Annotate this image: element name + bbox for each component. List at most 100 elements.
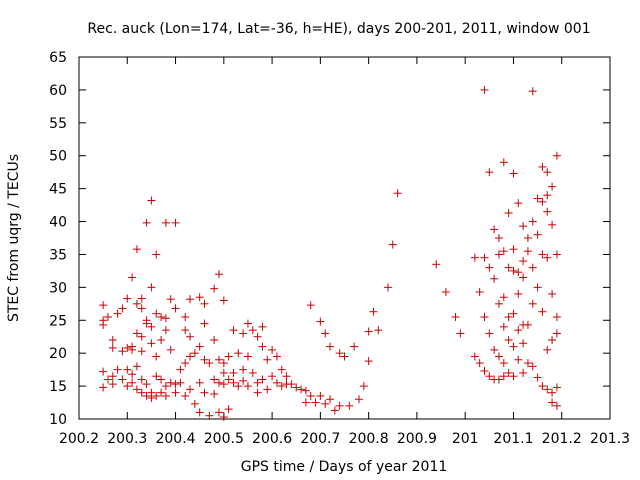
data-point (229, 378, 238, 387)
data-point (326, 395, 335, 404)
data-point (248, 368, 257, 377)
data-point (219, 413, 228, 422)
data-point (543, 253, 552, 262)
data-point (108, 372, 117, 381)
data-point (393, 189, 402, 198)
data-point (509, 372, 518, 381)
data-point (374, 326, 383, 335)
data-point (128, 273, 137, 282)
data-point (326, 342, 335, 351)
data-point (519, 339, 528, 348)
data-point (499, 322, 508, 331)
y-tick-label: 50 (49, 149, 67, 165)
y-tick-label: 45 (49, 182, 67, 198)
data-point (494, 352, 503, 361)
data-point (538, 250, 547, 259)
data-point (543, 191, 552, 200)
data-point (239, 329, 248, 338)
data-point (239, 365, 248, 374)
data-point (214, 355, 223, 364)
y-tick-label: 15 (49, 379, 67, 395)
data-point (528, 217, 537, 226)
x-tick-label: 201.2 (542, 431, 582, 447)
data-point (186, 295, 195, 304)
data-point (224, 375, 233, 384)
axis-ticks: 200.2 200.3 200.4 200.5 200.6 200.7 200.8 200.9… (49, 50, 630, 447)
data-point (132, 385, 141, 394)
data-point (132, 245, 141, 254)
data-point (161, 314, 170, 323)
x-tick-label: 200.2 (59, 431, 99, 447)
data-point (108, 380, 117, 389)
data-point (137, 375, 146, 384)
data-point (277, 382, 286, 391)
data-point (258, 342, 267, 351)
data-point (152, 372, 161, 381)
data-point (523, 234, 532, 242)
data-point (224, 352, 233, 361)
data-point (485, 263, 494, 272)
data-point (113, 365, 122, 374)
data-point (234, 382, 243, 391)
x-tick-label: 200.3 (107, 431, 147, 447)
data-point (316, 391, 325, 400)
data-point (543, 207, 552, 216)
data-point (200, 319, 209, 328)
data-point (345, 401, 354, 410)
data-point (335, 401, 344, 410)
data-point (243, 352, 252, 361)
data-point (548, 182, 557, 191)
data-point (147, 322, 156, 331)
data-point (248, 326, 257, 335)
data-point (147, 393, 156, 402)
data-point (123, 343, 132, 352)
data-point (514, 289, 523, 298)
data-point (181, 391, 190, 400)
plot-frame (78, 56, 611, 420)
data-point (219, 296, 228, 305)
data-point (330, 406, 339, 415)
data-point (432, 260, 441, 269)
data-point (480, 366, 489, 375)
data-point (239, 376, 248, 385)
data-point (142, 218, 151, 227)
data-point (108, 336, 117, 345)
data-point (190, 349, 199, 358)
data-point (147, 283, 156, 292)
data-point (552, 329, 561, 338)
data-point (514, 355, 523, 364)
data-point (354, 395, 363, 404)
data-point (142, 391, 151, 400)
data-point (552, 312, 561, 321)
data-point (297, 385, 306, 394)
data-point (499, 247, 508, 256)
data-point (321, 399, 330, 408)
data-point (147, 339, 156, 348)
data-point (552, 151, 561, 160)
data-point (485, 372, 494, 381)
data-point (210, 375, 219, 384)
data-point (176, 365, 185, 374)
data-point (350, 342, 359, 351)
data-point (523, 359, 532, 368)
data-point (195, 378, 204, 387)
data-point (99, 367, 108, 376)
data-point (340, 352, 349, 361)
data-point (509, 266, 518, 275)
data-point (548, 398, 557, 407)
data-point (494, 250, 503, 259)
data-point (210, 284, 219, 293)
data-point (523, 247, 532, 256)
data-point (514, 268, 523, 277)
x-tick-label: 200.6 (252, 431, 292, 447)
y-tick-label: 35 (49, 247, 67, 263)
data-point (214, 408, 223, 417)
data-point (258, 375, 267, 384)
data-point (161, 218, 170, 227)
y-tick-label: 40 (49, 215, 67, 231)
data-point (528, 263, 537, 272)
data-point (205, 411, 214, 420)
data-point (123, 294, 132, 303)
data-point (181, 326, 190, 335)
